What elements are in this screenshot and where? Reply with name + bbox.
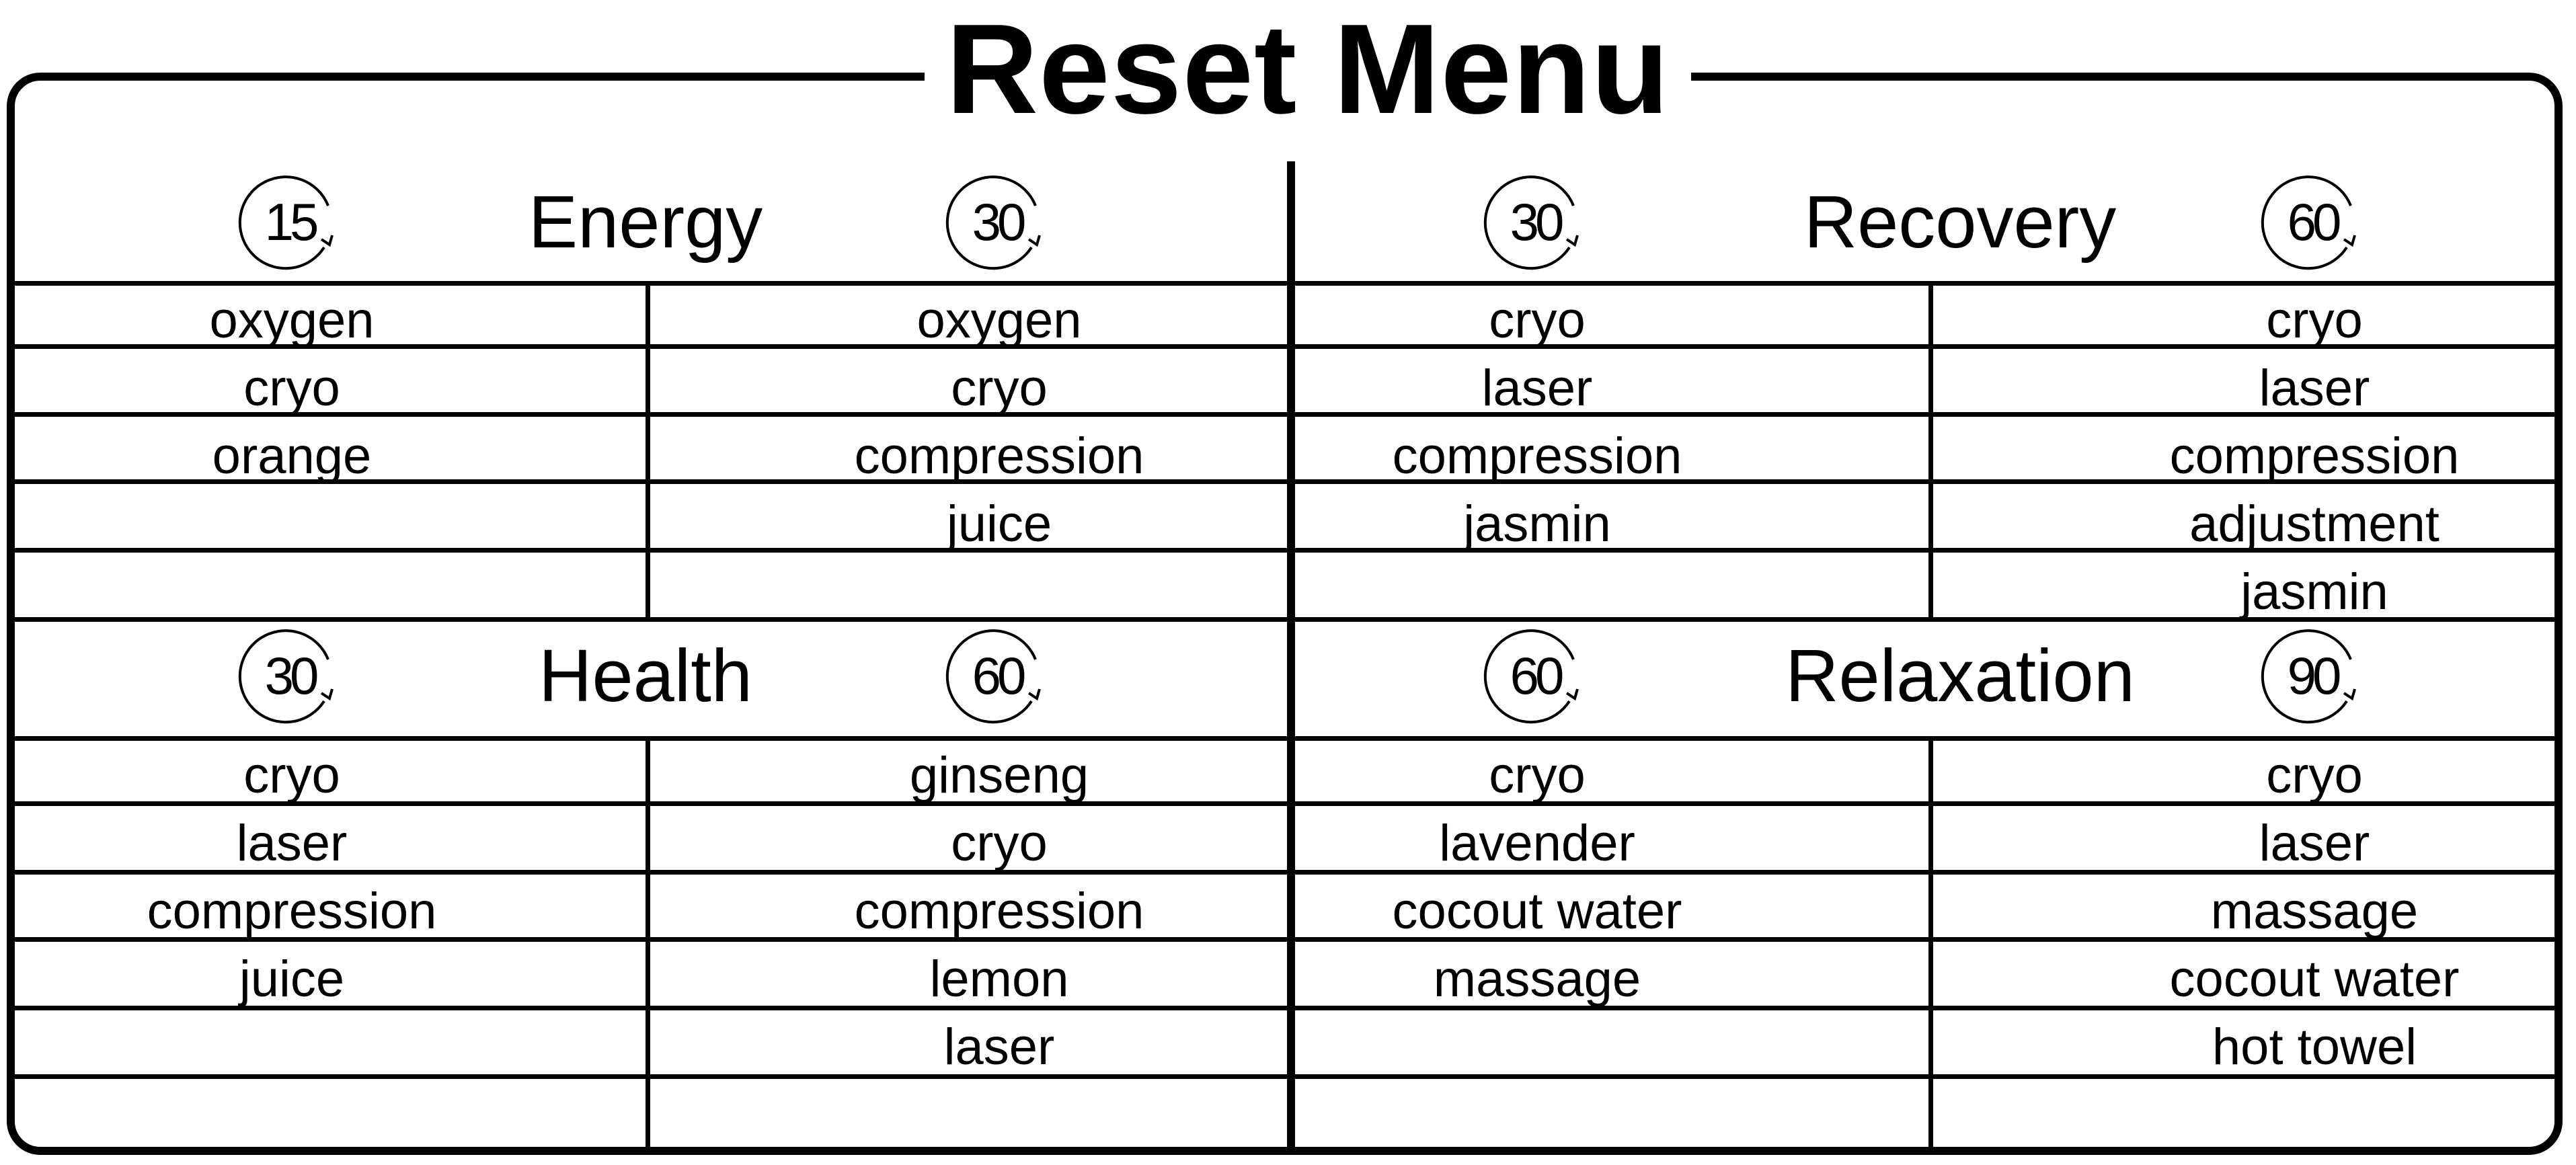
row-line (15, 1074, 1287, 1079)
menu-item: lavender (1439, 814, 1635, 872)
duration-badge-recovery-0: 30 (1483, 172, 1587, 272)
row-line (15, 801, 1287, 806)
menu-item: adjustment (2189, 495, 2440, 553)
menu-item: oxygen (916, 291, 1082, 349)
menu-item: oxygen (209, 291, 375, 349)
menu-item: cryo (1489, 291, 1586, 349)
row-line (1295, 617, 2563, 622)
timer-arrow-icon (945, 629, 1041, 724)
row-line (15, 870, 1287, 875)
row-line (15, 617, 1287, 622)
menu-item: jasmin (1463, 495, 1611, 553)
menu-item: cryo (951, 814, 1048, 872)
timer-arrow-icon (945, 175, 1041, 270)
duration-badge-energy-1: 30 (945, 172, 1049, 272)
menu-item: cocout water (2169, 950, 2460, 1008)
menu-title: Reset Menu (945, 0, 1670, 140)
menu-item: juice (239, 950, 345, 1008)
menu-item: ginseng (909, 746, 1089, 804)
menu-item: compression (854, 427, 1144, 485)
menu-item: laser (2259, 814, 2370, 872)
menu-item: laser (236, 814, 348, 872)
row-line (15, 937, 1287, 942)
menu-item: laser (943, 1018, 1055, 1076)
duration-badge-health-0: 30 (238, 626, 342, 725)
menu-item: massage (1433, 950, 1641, 1008)
section-title-health: Health (539, 634, 752, 717)
menu-item: laser (2259, 359, 2370, 417)
timer-arrow-icon (238, 629, 334, 724)
menu-item: orange (212, 427, 372, 485)
row-line (15, 412, 1287, 417)
column-divider (1928, 281, 1933, 617)
menu-item: cryo (951, 359, 1048, 417)
duration-badge-relaxation-0: 60 (1483, 626, 1587, 725)
column-divider (646, 281, 650, 617)
menu-item: juice (946, 495, 1052, 553)
duration-minutes: 90 (2287, 645, 2342, 705)
row-line (15, 344, 1287, 349)
section-header-line (15, 736, 1287, 741)
timer-arrow-icon (238, 175, 334, 270)
duration-minutes: 60 (1510, 645, 1565, 705)
duration-badge-recovery-1: 60 (2261, 172, 2364, 272)
section-title-relaxation: Relaxation (1785, 634, 2135, 717)
menu-item: cryo (1489, 746, 1586, 804)
row-line (15, 479, 1287, 484)
timer-arrow-icon (1483, 629, 1579, 724)
menu-item: compression (147, 882, 437, 940)
duration-minutes: 30 (1510, 192, 1565, 251)
menu-item: jasmin (2240, 563, 2388, 620)
menu-item: cryo (2266, 746, 2363, 804)
menu-item: cryo (243, 746, 340, 804)
section-title-recovery: Recovery (1803, 180, 2117, 264)
menu-item: cryo (243, 359, 340, 417)
center-divider (1287, 161, 1295, 1155)
menu-item: cryo (2266, 291, 2363, 349)
duration-minutes: 60 (972, 645, 1027, 705)
timer-arrow-icon (2261, 175, 2356, 270)
timer-arrow-icon (1483, 175, 1579, 270)
menu-item: compression (1392, 427, 1682, 485)
duration-minutes: 60 (2287, 192, 2342, 251)
title-mask (925, 47, 1691, 108)
section-header-line (15, 281, 1287, 286)
row-line (15, 548, 1287, 553)
column-divider (1928, 736, 1933, 1155)
duration-badge-health-1: 60 (945, 626, 1049, 725)
timer-arrow-icon (2261, 629, 2356, 724)
duration-minutes: 15 (264, 192, 319, 251)
column-divider (646, 736, 650, 1155)
menu-item: compression (2169, 427, 2460, 485)
menu-item: massage (2210, 882, 2419, 940)
duration-minutes: 30 (264, 645, 319, 705)
menu-item: compression (854, 882, 1144, 940)
menu-item: hot towel (2212, 1018, 2417, 1076)
row-line (15, 1006, 1287, 1010)
menu-item: cocout water (1392, 882, 1682, 940)
duration-badge-relaxation-1: 90 (2261, 626, 2364, 725)
duration-badge-energy-0: 15 (238, 172, 342, 272)
menu-item: laser (1481, 359, 1593, 417)
menu-item: lemon (929, 950, 1069, 1008)
duration-minutes: 30 (972, 192, 1027, 251)
section-title-energy: Energy (528, 180, 763, 264)
